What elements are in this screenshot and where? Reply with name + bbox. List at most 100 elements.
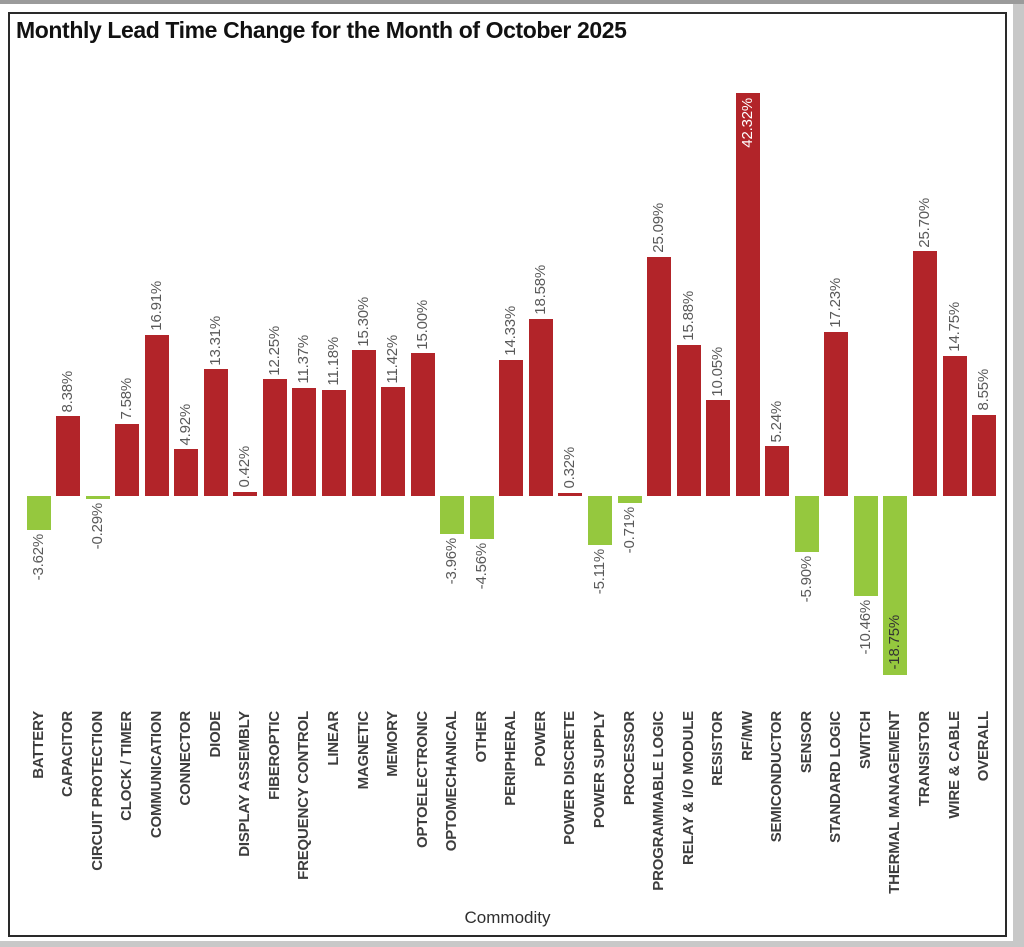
bar-semiconductor bbox=[765, 446, 790, 496]
value-label-clock-timer: 7.58% bbox=[118, 378, 136, 420]
bar-sensor bbox=[794, 496, 819, 553]
x-axis-title: Commodity bbox=[464, 908, 551, 927]
category-label-power: POWER bbox=[531, 711, 549, 767]
category-label-semiconductor: SEMICONDUCTOR bbox=[768, 711, 786, 843]
category-label-magnetic: MAGNETIC bbox=[354, 711, 372, 790]
bar-power bbox=[528, 319, 553, 496]
bar-rf-mw bbox=[735, 93, 760, 496]
category-label-connector: CONNECTOR bbox=[177, 711, 195, 806]
bar-resistor bbox=[706, 400, 731, 496]
value-label-fiberoptic: 12.25% bbox=[265, 325, 283, 376]
value-label-resistor: 10.05% bbox=[709, 346, 727, 397]
category-label-overall: OVERALL bbox=[975, 711, 993, 782]
bar-relay-i-o-module bbox=[676, 344, 701, 496]
bar-battery bbox=[26, 496, 51, 531]
bar-connector bbox=[174, 449, 199, 496]
category-label-wire-cable: WIRE & CABLE bbox=[945, 711, 963, 819]
category-label-communication: COMMUNICATION bbox=[147, 711, 165, 839]
category-label-clock-timer: CLOCK / TIMER bbox=[118, 711, 136, 821]
page-bottom-edge bbox=[0, 941, 1013, 947]
value-label-peripheral: 14.33% bbox=[502, 305, 520, 356]
bar-circuit-protection bbox=[85, 496, 110, 499]
page-right-edge bbox=[1013, 4, 1024, 947]
category-label-display-assembly: DISPLAY ASSEMBLY bbox=[236, 711, 254, 857]
bar-memory bbox=[381, 387, 406, 496]
bar-optoelectronic bbox=[410, 353, 435, 496]
category-label-programmable-logic: PROGRAMMABLE LOGIC bbox=[650, 711, 668, 891]
category-label-fiberoptic: FIBEROPTIC bbox=[265, 711, 283, 800]
value-label-memory: 11.42% bbox=[384, 334, 402, 384]
value-label-display-assembly: 0.42% bbox=[236, 446, 254, 489]
bar-optomechanical bbox=[440, 496, 465, 534]
value-label-semiconductor: 5.24% bbox=[768, 400, 786, 443]
value-label-diode: 13.31% bbox=[206, 315, 224, 366]
value-label-capacitor: 8.38% bbox=[59, 370, 77, 413]
value-label-relay-i-o-module: 15.88% bbox=[679, 291, 697, 341]
value-label-rf-mw: 42.32% bbox=[738, 98, 756, 148]
value-label-sensor: -5.90% bbox=[797, 556, 815, 603]
category-label-sensor: SENSOR bbox=[797, 711, 815, 774]
bar-power-supply bbox=[587, 496, 612, 545]
value-label-power: 18.58% bbox=[531, 265, 549, 316]
value-label-other: -4.56% bbox=[472, 543, 490, 590]
bar-fiberoptic bbox=[262, 379, 287, 496]
category-label-transistor: TRANSISTOR bbox=[916, 711, 933, 807]
value-label-processor: -0.71% bbox=[620, 506, 638, 554]
value-label-wire-cable: 14.75% bbox=[945, 301, 963, 352]
value-label-programmable-logic: 25.09% bbox=[650, 203, 668, 254]
value-label-connector: 4.92% bbox=[177, 403, 195, 446]
value-label-magnetic: 15.30% bbox=[354, 296, 372, 347]
value-label-battery: -3.62% bbox=[29, 534, 47, 581]
value-label-circuit-protection: -0.29% bbox=[88, 502, 106, 550]
category-label-frequency-control: FREQUENCY CONTROL bbox=[295, 711, 313, 880]
value-label-communication: 16.91% bbox=[147, 281, 165, 332]
category-label-power-discrete: POWER DISCRETE bbox=[561, 711, 579, 845]
category-label-circuit-protection: CIRCUIT PROTECTION bbox=[88, 711, 106, 871]
bar-switch bbox=[853, 496, 878, 596]
category-label-relay-i-o-module: RELAY & I/O MODULE bbox=[679, 711, 697, 865]
category-label-other: OTHER bbox=[472, 711, 490, 763]
value-label-optomechanical: -3.96% bbox=[443, 537, 461, 585]
category-label-optoelectronic: OPTOELECTRONIC bbox=[413, 711, 431, 848]
bar-overall bbox=[972, 414, 997, 496]
bar-wire-cable bbox=[942, 355, 967, 496]
value-label-power-supply: -5.11% bbox=[590, 548, 608, 594]
bar-diode bbox=[203, 369, 228, 496]
bar-frequency-control bbox=[292, 387, 317, 496]
page-top-edge bbox=[0, 0, 1024, 4]
bar-programmable-logic bbox=[647, 257, 672, 496]
category-label-rf-mw: RF/MW bbox=[738, 711, 756, 761]
value-label-transistor: 25.70% bbox=[916, 197, 933, 248]
category-label-diode: DIODE bbox=[206, 711, 224, 758]
value-label-frequency-control: 11.37% bbox=[295, 335, 313, 384]
category-label-battery: BATTERY bbox=[29, 711, 47, 779]
bar-display-assembly bbox=[233, 492, 258, 496]
category-label-standard-logic: STANDARD LOGIC bbox=[827, 711, 845, 843]
bar-peripheral bbox=[499, 359, 524, 496]
bar-processor bbox=[617, 496, 642, 503]
category-label-processor: PROCESSOR bbox=[620, 711, 638, 806]
bar-linear bbox=[322, 389, 346, 496]
category-label-resistor: RESISTOR bbox=[709, 711, 727, 786]
value-label-overall: 8.55% bbox=[975, 369, 993, 411]
value-label-switch: -10.46% bbox=[856, 599, 874, 655]
value-label-power-discrete: 0.32% bbox=[561, 447, 579, 489]
value-label-linear: 11.18% bbox=[325, 337, 342, 386]
bar-transistor bbox=[913, 251, 937, 496]
category-label-optomechanical: OPTOMECHANICAL bbox=[443, 711, 461, 852]
bar-communication bbox=[144, 335, 169, 496]
value-label-standard-logic: 17.23% bbox=[827, 278, 845, 328]
value-label-thermal-management: -18.75% bbox=[886, 615, 904, 670]
category-label-switch: SWITCH bbox=[856, 711, 874, 769]
category-label-power-supply: POWER SUPPLY bbox=[590, 711, 608, 829]
category-label-memory: MEMORY bbox=[384, 711, 402, 777]
category-label-linear: LINEAR bbox=[325, 711, 342, 766]
bar-standard-logic bbox=[824, 331, 849, 496]
bar-other bbox=[469, 496, 494, 540]
category-label-thermal-management: THERMAL MANAGEMENT bbox=[886, 711, 904, 894]
chart-title: Monthly Lead Time Change for the Month o… bbox=[16, 17, 627, 43]
bar-magnetic bbox=[351, 350, 376, 496]
bar-thermal-management bbox=[883, 496, 908, 675]
bar-power-discrete bbox=[558, 492, 583, 496]
